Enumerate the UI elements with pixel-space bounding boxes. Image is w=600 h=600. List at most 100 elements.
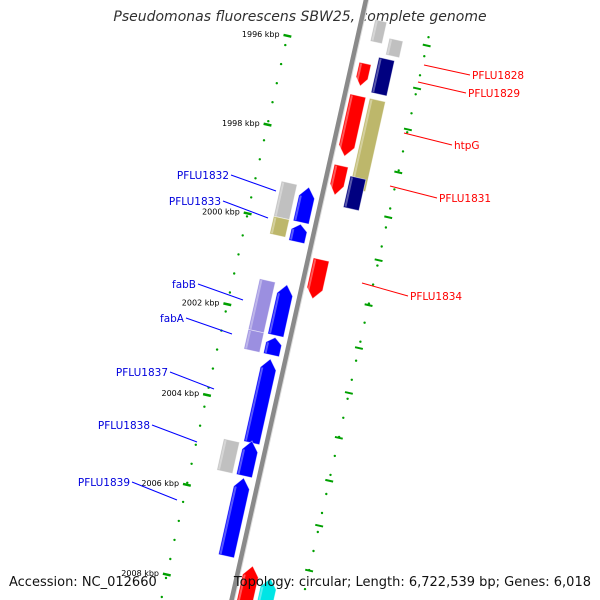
ruler-minor-tick — [334, 435, 343, 440]
gene-pflu1838-shine — [237, 449, 245, 474]
ruler-dot — [284, 43, 287, 47]
ruler-tick-label: 2006 kbp — [141, 479, 179, 488]
ruler-dot — [406, 131, 409, 134]
ruler-dot — [254, 177, 257, 180]
ruler-dot — [389, 207, 392, 210]
ruler-minor-tick — [325, 478, 334, 483]
ruler-dot — [393, 188, 396, 191]
ruler-dot — [359, 340, 362, 343]
ruler-major-tick — [243, 211, 252, 216]
gene-label-htpG: htpG — [454, 140, 480, 152]
ruler-major-tick — [263, 122, 272, 127]
ruler-dot — [350, 378, 353, 381]
gene-pflu1828 — [355, 61, 372, 87]
gene-red-bottom — [236, 565, 259, 600]
gene-pflu1829 — [370, 56, 395, 97]
gene-pflu1839 — [218, 477, 250, 559]
gene-gray — [369, 19, 388, 45]
ruler-dot — [228, 291, 232, 294]
gene-label-PFLU1828: PFLU1828 — [472, 70, 524, 82]
ruler-tick-label: 1998 kbp — [222, 119, 260, 128]
ruler-dot — [354, 359, 358, 362]
ruler-minor-tick — [315, 523, 324, 528]
gene-fabB-arrow — [267, 284, 294, 338]
gene-label-fabB: fabB — [172, 279, 196, 291]
ruler-minor-tick — [364, 303, 373, 307]
ruler-dot — [303, 587, 307, 591]
ruler-dot — [237, 253, 240, 256]
gene-htpG — [338, 93, 367, 157]
ruler-dot — [215, 348, 219, 351]
ruler-dot — [410, 112, 413, 115]
gene-label-fabA: fabA — [160, 313, 185, 325]
ruler-major-tick — [223, 302, 232, 307]
ruler-dot — [190, 462, 193, 465]
ruler-dot — [320, 511, 324, 515]
label-leader — [361, 282, 409, 297]
gene-pflu1832-arrow-shine — [294, 195, 302, 221]
ruler-dot — [418, 74, 422, 77]
gene-pflu1833-shine — [270, 217, 277, 234]
ruler-dot — [267, 120, 270, 123]
gene-pflu1831 — [329, 163, 349, 196]
gene-pflu1838 — [235, 440, 259, 479]
gene-pflu1829-shine — [372, 58, 382, 93]
gene-fabA-shine — [245, 330, 251, 349]
label-leader — [151, 424, 198, 443]
ruler-dot — [233, 272, 236, 275]
ruler-dot — [271, 101, 274, 104]
genome-summary-text: Topology: circular; Length: 6,722,539 bp… — [233, 575, 591, 590]
gene-fabB-shine — [249, 279, 263, 330]
ruler-major-tick — [283, 33, 292, 38]
ruler-dot — [380, 245, 383, 248]
ruler-major-tick — [182, 482, 192, 487]
ruler-dot — [312, 549, 315, 553]
gene-pflu1831-shine — [329, 165, 338, 194]
gene-fabA — [243, 328, 265, 353]
ruler-dot — [198, 424, 202, 427]
gene-pflu1828-shine — [355, 63, 363, 85]
gene-fabB-arrow-shine — [269, 293, 280, 334]
ruler-dot — [316, 530, 319, 534]
gene-pflu1837-shine — [245, 367, 264, 441]
ruler-minor-tick — [344, 391, 354, 395]
ruler-dot — [224, 310, 227, 313]
accession-text: Accession: NC_012660 — [9, 575, 157, 590]
label-leader — [403, 132, 453, 146]
gene-pflu1834-shine — [306, 259, 317, 297]
ruler-dot — [186, 481, 189, 484]
gene-gray-shine — [371, 20, 378, 41]
gene-pflu1839-shine — [219, 486, 237, 555]
gene-pflu1837 — [243, 358, 277, 446]
ruler-dot — [363, 321, 366, 324]
ruler-dot — [194, 443, 197, 446]
ruler-minor-tick — [403, 127, 413, 132]
ruler-dot — [245, 215, 249, 218]
ruler-tick-label: 2000 kbp — [202, 208, 240, 217]
gene-pflu1833 — [269, 215, 290, 238]
ruler-dot — [333, 454, 336, 458]
gene-label-PFLU1834: PFLU1834 — [410, 291, 462, 303]
gene-navy-shine — [344, 177, 353, 207]
label-leader — [389, 185, 438, 199]
ruler-dot — [384, 226, 388, 229]
gene-label-PFLU1839: PFLU1839 — [78, 477, 130, 489]
gene-cyan-bottom-shine — [258, 586, 264, 600]
gene-label-PFLU1831: PFLU1831 — [439, 193, 491, 205]
ruler-minor-tick — [412, 86, 422, 91]
ruler-minor-tick — [374, 258, 383, 263]
ruler-tick-label: 1996 kbp — [242, 30, 280, 39]
gene-gray-shine — [386, 39, 393, 55]
gene-red-bottom-shine — [237, 574, 246, 600]
gene-label-PFLU1832: PFLU1832 — [177, 170, 229, 182]
ruler-dot — [258, 158, 261, 161]
ruler-minor-tick — [354, 346, 364, 350]
gene-pflu1833-arrow-shine — [290, 228, 295, 240]
backbone-line — [229, 0, 369, 600]
ruler-dot — [250, 196, 253, 199]
gene-label-PFLU1829: PFLU1829 — [468, 88, 520, 100]
gene-pflu1833-arrow — [288, 223, 308, 245]
ruler-dot — [325, 492, 328, 496]
ruler-dot — [397, 169, 400, 172]
ruler-dot — [414, 93, 417, 96]
